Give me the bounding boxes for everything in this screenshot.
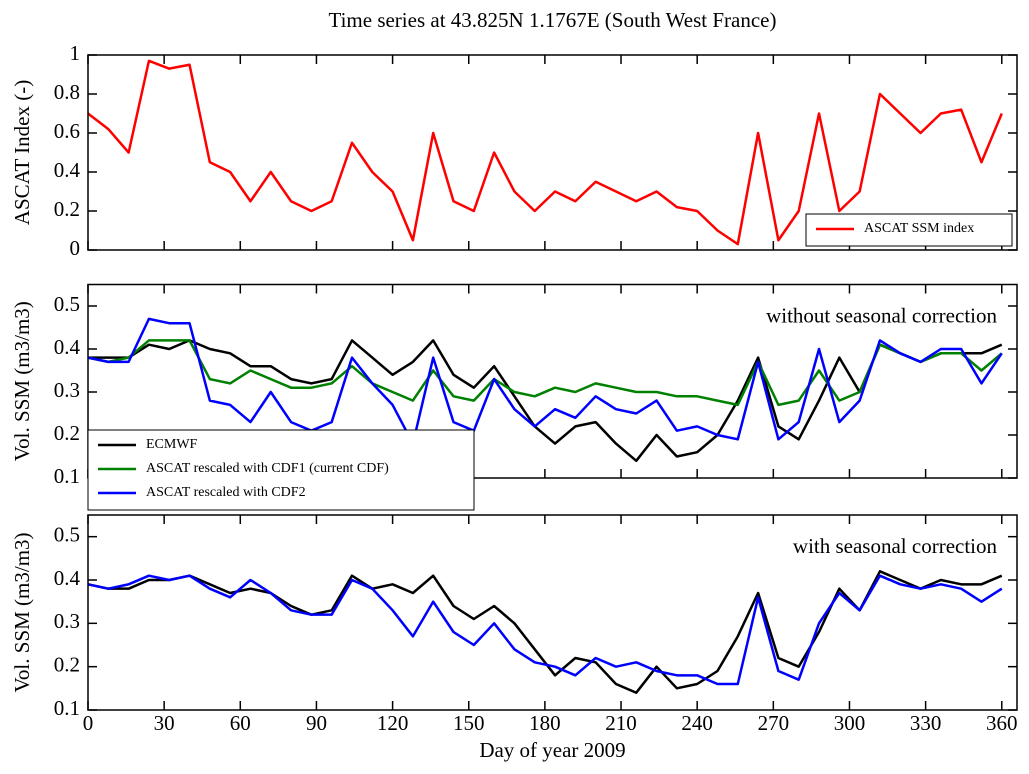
plot-frame <box>87 514 1018 711</box>
x-axis-label: Day of year 2009 <box>479 738 625 762</box>
legend-label: ASCAT SSM index <box>864 221 974 236</box>
y-tick-label: 0.2 <box>54 197 80 221</box>
series-line <box>87 317 1003 445</box>
x-tick-label: 0 <box>83 711 94 735</box>
y-tick-label: 0 <box>70 236 81 260</box>
legend: ECMWF ASCAT rescaled with CDF1 (current C… <box>87 429 475 511</box>
y-axis-label: Vol. SSM (m3/m3) <box>10 532 34 692</box>
y-tick-label: 0.2 <box>54 421 80 445</box>
x-tick-label: 330 <box>910 711 942 735</box>
plot-frame <box>87 54 1018 251</box>
y-tick-label: 0.4 <box>54 158 81 182</box>
legend-label: ASCAT rescaled with CDF2 <box>146 485 306 500</box>
x-tick-label: 30 <box>154 711 175 735</box>
y-tick-label: 0.3 <box>54 378 80 402</box>
y-tick-label: 0.5 <box>54 292 80 316</box>
series-line <box>88 339 1003 463</box>
y-tick-label: 0.3 <box>54 609 80 633</box>
y-tick-label: 0.6 <box>54 119 80 143</box>
y-tick-label: 0.8 <box>54 80 80 104</box>
x-tick-label: 270 <box>758 711 790 735</box>
annotation: without seasonal correction <box>766 303 997 327</box>
x-tick-label: 360 <box>986 711 1018 735</box>
series-line <box>87 570 1003 694</box>
annotation: with seasonal correction <box>793 534 998 558</box>
x-tick-label: 210 <box>605 711 637 735</box>
y-tick-label: 1 <box>70 41 81 65</box>
legend-label: ECMWF <box>146 437 198 452</box>
chart-title: Time series at 43.825N 1.1767E (South We… <box>328 8 776 32</box>
x-tick-label: 240 <box>681 711 713 735</box>
y-tick-label: 0.4 <box>54 335 81 359</box>
series-line <box>87 59 1003 246</box>
y-axis-label: Vol. SSM (m3/m3) <box>10 301 34 461</box>
x-tick-label: 90 <box>306 711 327 735</box>
x-tick-label: 120 <box>377 711 409 735</box>
plot-frame <box>87 283 1018 479</box>
y-tick-label: 0.4 <box>54 566 81 590</box>
x-tick-label: 60 <box>230 711 251 735</box>
x-tick-label: 180 <box>529 711 561 735</box>
legend-label: ASCAT rescaled with CDF1 (current CDF) <box>146 461 389 476</box>
y-tick-label: 0.1 <box>54 696 80 720</box>
y-tick-label: 0.1 <box>54 464 80 488</box>
x-tick-label: 150 <box>453 711 485 735</box>
y-tick-label: 0.5 <box>54 522 80 546</box>
y-tick-label: 0.2 <box>54 652 80 676</box>
series-line <box>87 339 1003 407</box>
x-tick-label: 300 <box>834 711 866 735</box>
y-axis-label: ASCAT Index (-) <box>10 80 34 225</box>
legend-box <box>87 429 475 511</box>
legend: ASCAT SSM index <box>805 213 1013 247</box>
series-line <box>87 574 1003 686</box>
